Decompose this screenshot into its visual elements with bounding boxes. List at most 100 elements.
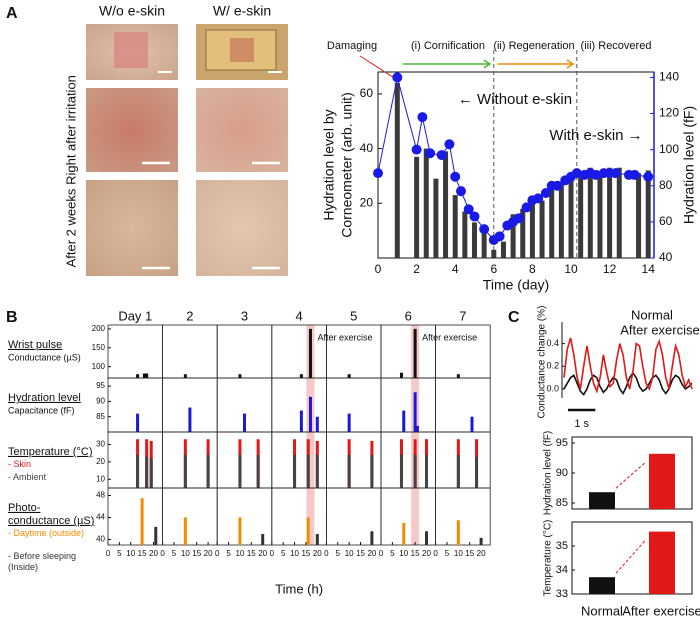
bar: [452, 195, 458, 258]
x-tick-label: 5: [336, 549, 341, 558]
y-tick-label: 35: [556, 540, 568, 552]
x-tick-label: 10: [290, 549, 299, 558]
row-title: Temperature (°C): [8, 446, 92, 458]
y-axis-label: Corneometer (arb. unit): [339, 92, 355, 238]
bar: [402, 523, 406, 545]
bar: [500, 241, 506, 258]
bar: [370, 454, 374, 488]
bar: [315, 534, 319, 545]
bar: [394, 82, 400, 258]
x-tick-label: 5: [390, 549, 395, 558]
bar: [142, 373, 146, 378]
x-tick-label: 15: [138, 549, 147, 558]
x-tick-label: 20: [367, 549, 376, 558]
bar: [414, 156, 420, 258]
x-tick-label: 0: [215, 549, 220, 558]
point: [552, 180, 563, 191]
x-tick-label: 2: [413, 262, 420, 276]
plot-frame: [571, 521, 693, 595]
y-tick-label: 90: [96, 397, 105, 406]
point: [591, 169, 602, 180]
column-header: W/o e-skin: [99, 3, 165, 19]
bar: [136, 413, 140, 432]
bar: [183, 374, 187, 378]
y-tick-label: 0.4: [546, 338, 559, 348]
bar: [456, 374, 460, 378]
annotation-arrow: [497, 59, 575, 69]
row-title: conductance (µS): [8, 515, 94, 527]
bar: [308, 328, 312, 378]
bar: [510, 214, 516, 258]
x-tick-label: 20: [477, 549, 486, 558]
y2-tick-label: 60: [659, 214, 673, 228]
x-tick-label: 0: [324, 549, 329, 558]
x-tick-label: 14: [642, 262, 656, 276]
point: [629, 169, 640, 180]
bar: [456, 520, 460, 545]
y-tick-label: 10: [96, 474, 105, 483]
legend-entry: - Daytime (outside): [8, 528, 85, 538]
bar: [413, 454, 417, 488]
y-tick-label: 20: [360, 195, 374, 209]
bar: [402, 410, 406, 432]
x-axis-label: Time (h): [275, 581, 323, 596]
point: [463, 204, 474, 215]
y-axis-label: Temperature (°C): [543, 520, 554, 597]
x-tick-label: 10: [454, 549, 463, 558]
bar: [308, 396, 312, 432]
bar: [481, 233, 487, 258]
cell-frame: [162, 487, 218, 546]
x-tick-label: 15: [411, 549, 420, 558]
scale-bar-label: 1 s: [574, 418, 589, 430]
day-label: 4: [295, 308, 302, 323]
x-tick-label: 20: [258, 549, 267, 558]
day-label: Day 1: [118, 308, 152, 323]
bar: [529, 203, 535, 258]
photo: [196, 88, 288, 172]
panel-label: B: [6, 309, 18, 326]
x-tick-label: 12: [603, 262, 617, 276]
bar: [183, 517, 187, 545]
y-tick-label: 30: [96, 440, 105, 449]
y-tick-label: 34: [556, 564, 568, 576]
annotation: Damaging: [327, 40, 377, 52]
y2-tick-label: 120: [659, 106, 679, 120]
cell-frame: [435, 431, 491, 489]
row-title: Wrist pulse: [8, 339, 62, 351]
legend-text: - Daytime (outside): [8, 528, 85, 538]
x-tick-label: 6: [490, 262, 497, 276]
column-header: W/ e-skin: [213, 3, 271, 19]
y-tick-label: 95: [96, 381, 105, 390]
x-tick-label: 10: [181, 549, 190, 558]
point: [610, 168, 621, 179]
x-tick-label: 20: [204, 549, 213, 558]
bar: [238, 454, 242, 488]
y-tick-label: 85: [96, 412, 105, 421]
highlight-label: After exercise: [317, 332, 372, 342]
x-tick-label: 5: [172, 549, 177, 558]
y-axis-label: Hydration level by: [321, 109, 337, 220]
x-tick-label: 0: [375, 262, 382, 276]
trend-arrow: [615, 539, 647, 574]
row-label: After 2 weeks: [63, 188, 78, 267]
bar: [315, 416, 319, 432]
day-label: 7: [459, 308, 466, 323]
x-tick-label: 4: [452, 262, 459, 276]
point: [425, 148, 436, 159]
y-tick-label: 100: [92, 362, 106, 371]
bar: [549, 186, 555, 258]
line: [563, 337, 693, 394]
bar: [479, 537, 483, 545]
bar: [299, 410, 303, 432]
y-tick-label: 20: [96, 457, 105, 466]
bar: [238, 374, 242, 378]
bar: [145, 456, 149, 488]
x-tick-label: 10: [564, 262, 578, 276]
x-tick-label: 0: [106, 549, 111, 558]
bar: [423, 148, 429, 258]
y2-tick-label: 40: [659, 250, 673, 264]
x-tick-label: After exercise: [622, 603, 700, 618]
y-tick-label: 44: [96, 513, 105, 522]
y-axis-label: Conductance change (%): [537, 306, 548, 419]
